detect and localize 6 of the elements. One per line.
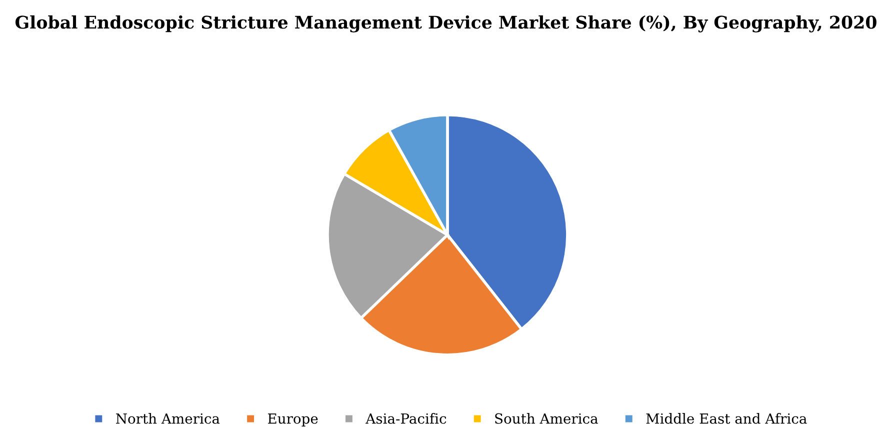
- chart-title: Global Endoscopic Stricture Management Device Market Share (%), By Geography, 2020: [15, 15, 876, 32]
- legend-label: North America: [116, 413, 220, 424]
- legend-label: Asia-Pacific: [366, 413, 446, 424]
- legend-label: Europe: [268, 413, 318, 426]
- legend-label: Middle East and Africa: [646, 413, 807, 424]
- legend-label: South America: [495, 413, 598, 424]
